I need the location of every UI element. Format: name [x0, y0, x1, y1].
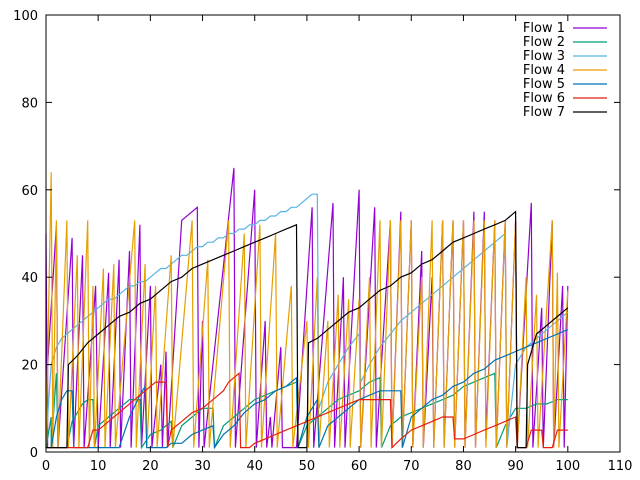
y-tick-label: 40 — [21, 271, 38, 286]
plot-frame — [45, 14, 621, 453]
series-line-flow-7 — [46, 210, 569, 449]
legend-label-flow-3: Flow 3 — [523, 49, 565, 64]
series-line-flow-4 — [45, 172, 569, 448]
legend-label-flow-6: Flow 6 — [523, 91, 565, 106]
legend-label-flow-7: Flow 7 — [523, 105, 565, 120]
y-tick-label: 20 — [21, 359, 38, 374]
x-tick-label: 10 — [90, 459, 107, 474]
y-tick-label: 0 — [30, 446, 38, 461]
x-tick-label: 20 — [142, 459, 159, 474]
x-tick-label: 60 — [351, 459, 368, 474]
series-line-flow-3 — [45, 193, 569, 448]
axis-ticks: 0 10 20 30 40 50 60 70 80 90 100 110 0 20 40 60 80 100 — [13, 9, 632, 474]
x-tick-label: 40 — [246, 459, 263, 474]
series-lines — [45, 167, 569, 450]
x-tick-label: 70 — [403, 459, 420, 474]
x-tick-label: 50 — [299, 459, 316, 474]
y-tick-label: 100 — [13, 9, 38, 24]
x-tick-label: 80 — [455, 459, 472, 474]
x-tick-label: 0 — [42, 459, 50, 474]
series-line-flow-5 — [46, 329, 569, 450]
x-tick-label: 110 — [608, 459, 633, 474]
legend-label-flow-1: Flow 1 — [523, 21, 565, 36]
x-tick-label: 90 — [507, 459, 524, 474]
y-tick-label: 60 — [21, 184, 38, 199]
y-tick-label: 80 — [21, 96, 38, 111]
legend-label-flow-4: Flow 4 — [523, 63, 565, 78]
x-tick-label: 100 — [555, 459, 580, 474]
series-line-flow-6 — [46, 372, 568, 449]
legend-label-flow-2: Flow 2 — [523, 35, 565, 50]
legend-label-flow-5: Flow 5 — [523, 77, 565, 92]
x-tick-label: 30 — [194, 459, 211, 474]
